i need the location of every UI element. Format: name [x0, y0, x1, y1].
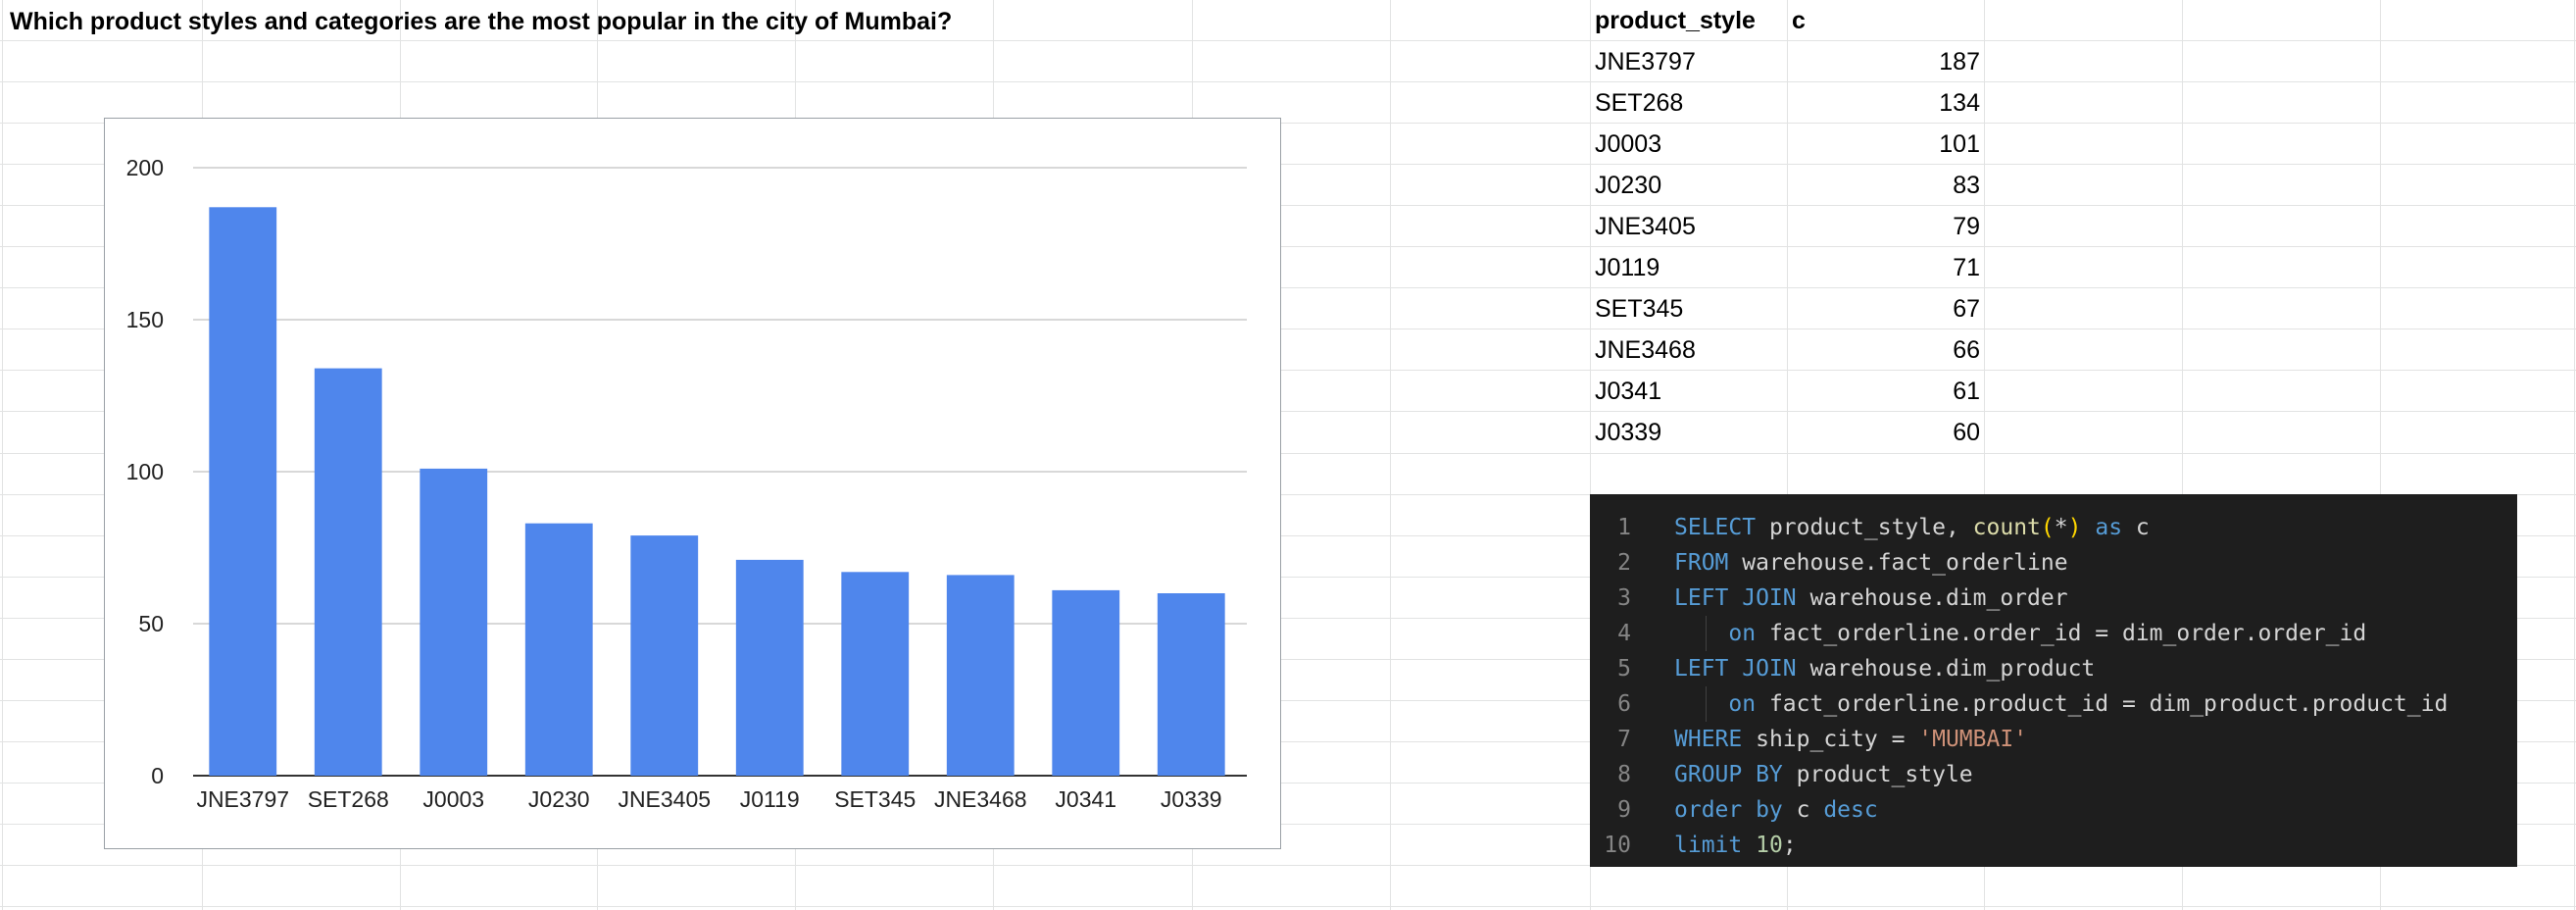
- cell-count[interactable]: 187: [1939, 48, 1980, 76]
- x-tick-label: JNE3797: [196, 786, 289, 812]
- x-tick-label: J0119: [740, 786, 800, 812]
- cell-count[interactable]: 134: [1939, 89, 1980, 118]
- code-line[interactable]: 4 on fact_orderline.order_id = dim_order…: [1590, 616, 2517, 651]
- code-text: LEFT JOIN warehouse.dim_product: [1674, 656, 2096, 682]
- bar-jne3468[interactable]: [946, 575, 1015, 776]
- code-line[interactable]: 6 on fact_orderline.product_id = dim_pro…: [1590, 686, 2517, 722]
- bar-set345[interactable]: [841, 572, 910, 776]
- y-tick-label: 200: [126, 155, 164, 180]
- code-line[interactable]: 9 order by c desc: [1590, 792, 2517, 828]
- bar-j0230[interactable]: [524, 523, 593, 776]
- line-number: 9: [1617, 797, 1631, 823]
- x-tick-label: JNE3405: [618, 786, 711, 812]
- cell-count[interactable]: 83: [1953, 172, 1980, 200]
- y-tick-label: 0: [151, 763, 164, 788]
- y-tick-label: 100: [126, 459, 164, 484]
- column-header-c[interactable]: c: [1792, 7, 1806, 34]
- line-number: 1: [1617, 515, 1631, 540]
- cell-product-style[interactable]: SET268: [1595, 89, 1684, 118]
- bar-set268[interactable]: [314, 368, 382, 776]
- x-tick-label: J0230: [528, 786, 590, 812]
- cell-count[interactable]: 66: [1953, 336, 1980, 365]
- code-text: WHERE ship_city = 'MUMBAI': [1674, 727, 2028, 752]
- line-number: 8: [1617, 762, 1631, 787]
- x-tick-label: SET268: [308, 786, 389, 812]
- cell-product-style[interactable]: JNE3405: [1595, 213, 1696, 241]
- code-text: order by c desc: [1674, 797, 1878, 823]
- code-text: on fact_orderline.order_id = dim_order.o…: [1728, 621, 2367, 646]
- code-line[interactable]: 1 SELECT product_style, count(*) as c: [1590, 510, 2517, 545]
- line-number: 7: [1617, 727, 1631, 752]
- indent-guide: [1706, 686, 1707, 722]
- code-line[interactable]: 8 GROUP BY product_style: [1590, 757, 2517, 792]
- code-line[interactable]: 10 limit 10;: [1590, 828, 2517, 863]
- bar-jne3797[interactable]: [209, 207, 277, 777]
- cell-product-style[interactable]: J0339: [1595, 419, 1662, 447]
- chart-svg: 0 50 100 150 200 JNE3797 SET268 J0003 J0230 JNE34…: [126, 155, 1247, 812]
- line-number: 10: [1604, 833, 1631, 858]
- x-tick-label: JNE3468: [934, 786, 1027, 812]
- x-tick-label: J0341: [1055, 786, 1116, 812]
- line-number: 2: [1617, 550, 1631, 576]
- cell-product-style[interactable]: SET345: [1595, 295, 1684, 324]
- bar-j0119[interactable]: [735, 559, 804, 776]
- code-text: GROUP BY product_style: [1674, 762, 1973, 787]
- line-number: 6: [1617, 691, 1631, 717]
- indent-guide: [1706, 616, 1707, 651]
- cell-count[interactable]: 67: [1953, 295, 1980, 324]
- bar-jne3405[interactable]: [630, 535, 699, 776]
- cell-product-style[interactable]: J0341: [1595, 378, 1662, 406]
- question-heading: Which product styles and categories are …: [10, 8, 953, 35]
- bar-j0339[interactable]: [1157, 593, 1225, 776]
- x-tick-label: SET345: [834, 786, 916, 812]
- y-tick-label: 150: [126, 307, 164, 332]
- bar-chart[interactable]: 0 50 100 150 200 JNE3797 SET268 J0003 J0230 JNE34…: [104, 118, 1281, 849]
- x-tick-label: J0003: [422, 786, 484, 812]
- code-line[interactable]: 5 LEFT JOIN warehouse.dim_product: [1590, 651, 2517, 686]
- code-text: limit 10;: [1674, 833, 1797, 858]
- column-header-product-style[interactable]: product_style: [1595, 7, 1756, 34]
- cell-product-style[interactable]: JNE3468: [1595, 336, 1696, 365]
- code-line[interactable]: 3 LEFT JOIN warehouse.dim_order: [1590, 581, 2517, 616]
- code-line[interactable]: 7 WHERE ship_city = 'MUMBAI': [1590, 722, 2517, 757]
- cell-product-style[interactable]: JNE3797: [1595, 48, 1696, 76]
- sql-code-editor[interactable]: 1 SELECT product_style, count(*) as c 2 FRO…: [1590, 494, 2517, 867]
- bar-j0003[interactable]: [420, 468, 488, 776]
- y-tick-label: 50: [138, 611, 164, 636]
- code-text: on fact_orderline.product_id = dim_produ…: [1728, 691, 2449, 717]
- code-text: LEFT JOIN warehouse.dim_order: [1674, 585, 2068, 611]
- code-line[interactable]: 2 FROM warehouse.fact_orderline: [1590, 545, 2517, 581]
- line-number: 5: [1617, 656, 1631, 682]
- bar-j0341[interactable]: [1052, 589, 1120, 776]
- cell-product-style[interactable]: J0119: [1595, 254, 1660, 282]
- x-tick-label: J0339: [1161, 786, 1222, 812]
- cell-count[interactable]: 60: [1953, 419, 1980, 447]
- line-number: 4: [1617, 621, 1631, 646]
- cell-count[interactable]: 71: [1953, 254, 1980, 282]
- code-text: FROM warehouse.fact_orderline: [1674, 550, 2068, 576]
- cell-product-style[interactable]: J0230: [1595, 172, 1662, 200]
- cell-product-style[interactable]: J0003: [1595, 130, 1662, 159]
- cell-count[interactable]: 79: [1953, 213, 1980, 241]
- cell-count[interactable]: 101: [1939, 130, 1980, 159]
- line-number: 3: [1617, 585, 1631, 611]
- code-text: SELECT product_style, count(*) as c: [1674, 515, 2150, 540]
- cell-count[interactable]: 61: [1953, 378, 1980, 406]
